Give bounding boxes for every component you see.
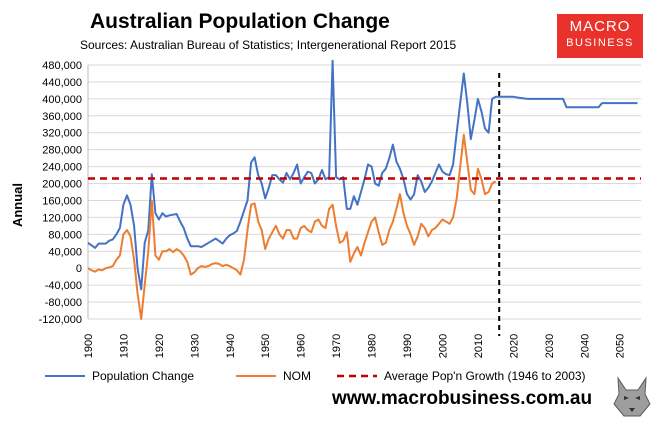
y-tick-label: 80,000 [48,229,82,241]
series-line-population-change [87,59,638,291]
website-url[interactable]: www.macrobusiness.com.au [332,388,593,409]
x-tick-label: 1910 [118,334,130,358]
y-tick-label: 280,000 [42,145,82,157]
x-tick-label: 1960 [296,334,308,358]
x-tick-label: 1970 [331,334,343,358]
y-tick-label: 120,000 [42,212,82,224]
x-tick-label: 1900 [83,334,95,358]
y-tick-label: 160,000 [42,195,82,207]
chart-subtitle: Sources: Australian Bureau of Statistics… [80,38,457,52]
x-tick-label: 2000 [437,334,449,358]
y-tick-label: 440,000 [42,77,82,89]
gridlines [87,64,641,320]
x-tick-label: 1940 [225,334,237,358]
series-line-nom [87,133,497,320]
y-axis-label: Annual [10,183,25,227]
x-tick-label: 2010 [473,334,485,358]
y-tick-label: -40,000 [45,280,82,292]
legend-label-average-pop-n-growth-1946-to-2003: Average Pop'n Growth (1946 to 2003) [384,369,586,383]
x-tick-label: 2040 [579,334,591,358]
x-tick-label: 1930 [189,334,201,358]
logo-text-macro: MACRO [569,18,631,35]
x-tick-label: 2050 [615,334,627,358]
x-tick-label: 2020 [508,334,520,358]
y-tick-label: 400,000 [42,94,82,106]
y-tick-label: 360,000 [42,111,82,123]
data-series [87,59,641,336]
legend-label-nom: NOM [283,369,311,383]
y-tick-label: 40,000 [48,246,82,258]
y-tick-label: 0 [76,263,82,275]
macrobusiness-logo: MACRO BUSINESS [557,14,643,58]
x-tick-label: 1990 [402,334,414,358]
legend: Population Change NOM Average Pop'n Growth… [45,369,586,383]
y-tick-label: 480,000 [42,60,82,72]
chart-title: Australian Population Change [90,10,390,33]
x-tick-label: 1980 [367,334,379,358]
logo-text-business: BUSINESS [566,37,634,49]
x-tick-label: 2030 [544,334,556,358]
y-tick-label: 240,000 [42,162,82,174]
x-tick-label: 1950 [260,334,272,358]
y-tick-label: -120,000 [39,314,82,326]
x-tick-label: 1920 [154,334,166,358]
wolf-icon [613,376,651,417]
x-axis-ticks: 1900 1910 1920 1930 1940 1950 1960 1970 1980 1990… [83,334,627,358]
y-tick-label: -80,000 [45,297,82,309]
y-axis-ticks: -120,000 -80,000 -40,000 0 40,000 80,000 120,0… [39,60,82,326]
y-tick-label: 320,000 [42,128,82,140]
y-tick-label: 200,000 [42,179,82,191]
legend-label-population-change: Population Change [92,369,194,383]
